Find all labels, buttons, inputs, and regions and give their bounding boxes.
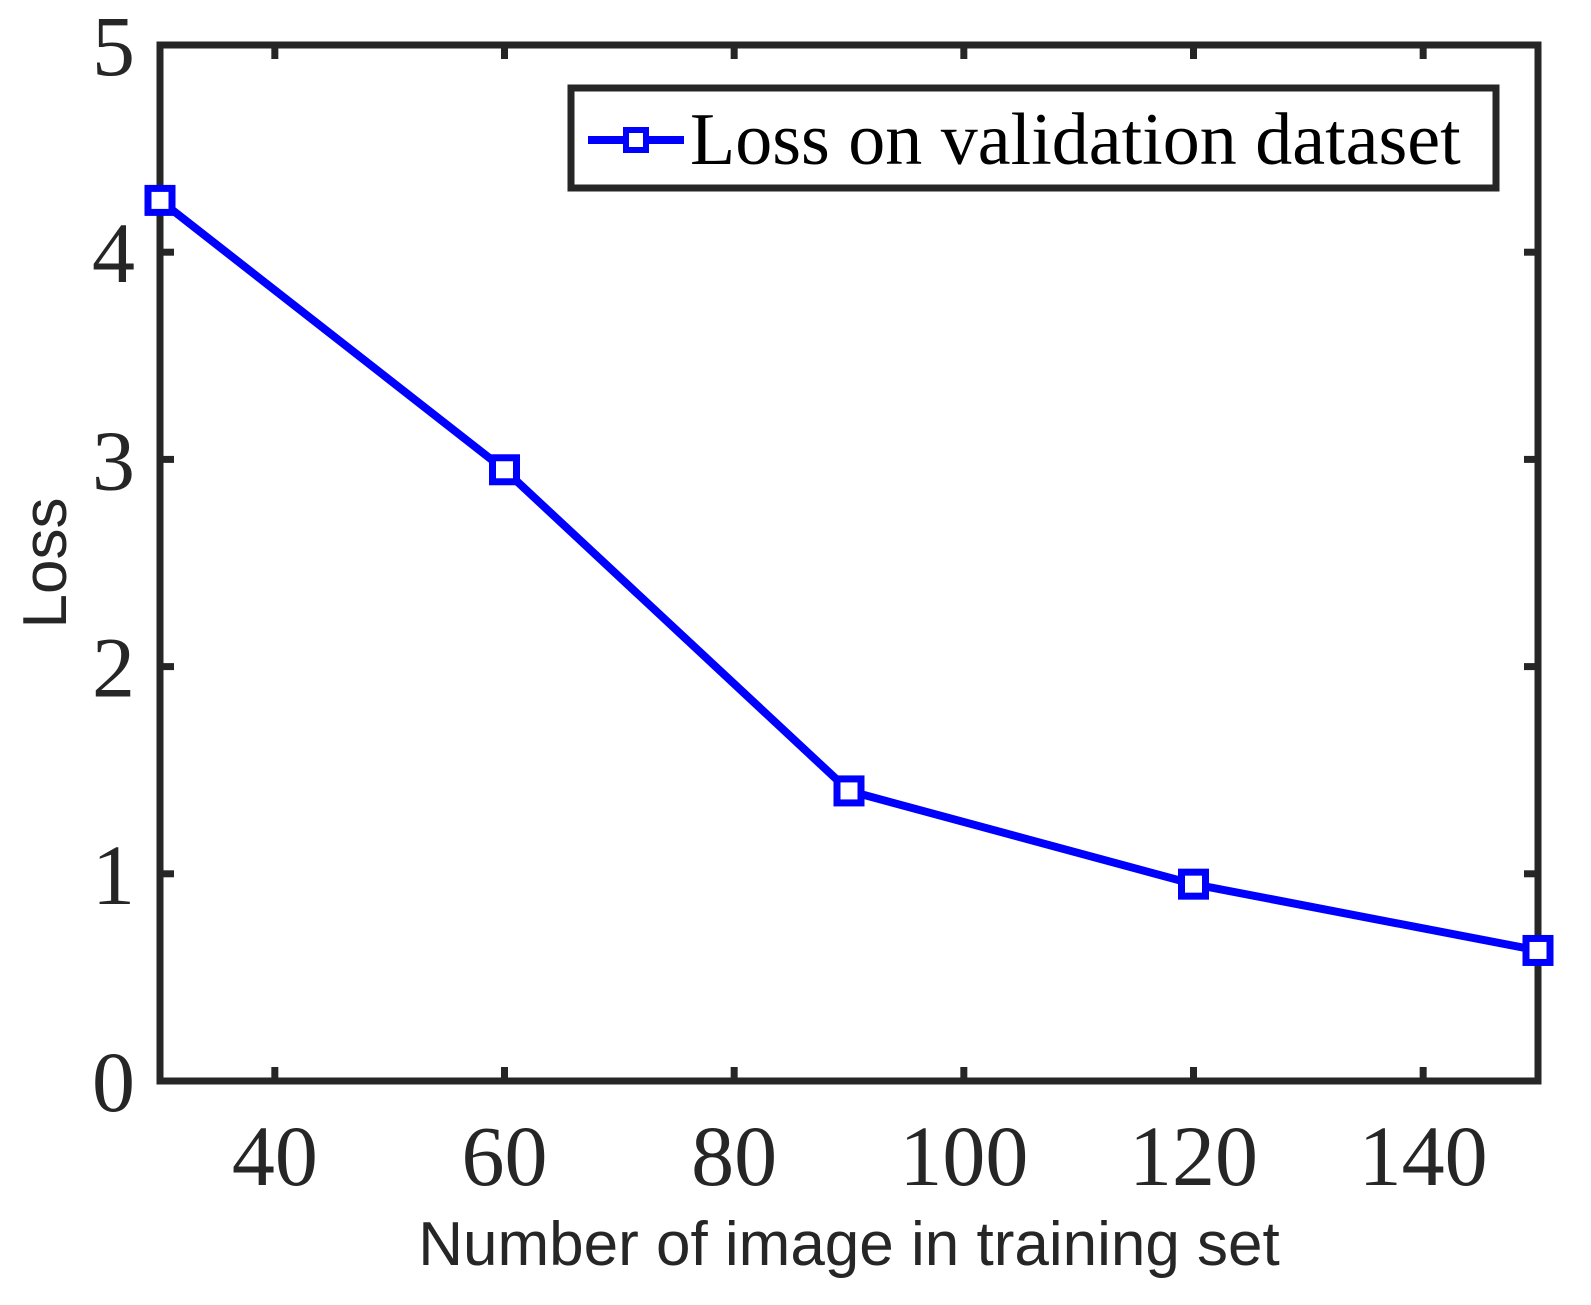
x-tick-label: 40 bbox=[232, 1108, 318, 1204]
x-tick-label: 60 bbox=[462, 1108, 548, 1204]
data-point-marker bbox=[833, 775, 865, 807]
series-layer bbox=[144, 184, 1554, 966]
y-tick-label: 1 bbox=[92, 827, 135, 923]
legend-box bbox=[567, 84, 1500, 192]
y-tick-label: 5 bbox=[92, 0, 135, 94]
x-tick-label: 80 bbox=[691, 1108, 777, 1204]
data-point-marker bbox=[489, 454, 520, 486]
legend-series-marker bbox=[623, 127, 649, 153]
y-tick-label: 0 bbox=[92, 1034, 135, 1130]
legend-label: Loss on validation dataset bbox=[690, 99, 1461, 181]
x-tick-label: 100 bbox=[899, 1108, 1028, 1204]
y-tick-label: 2 bbox=[92, 620, 135, 716]
x-tick-label: 140 bbox=[1359, 1108, 1488, 1204]
y-tick-label: 3 bbox=[92, 412, 135, 508]
legend: Loss on validation dataset bbox=[567, 84, 1500, 192]
x-tick-label: 120 bbox=[1129, 1108, 1258, 1204]
y-axis-title: Loss bbox=[11, 498, 80, 629]
y-tick-label: 4 bbox=[92, 205, 135, 301]
data-point-marker bbox=[1178, 868, 1209, 900]
data-point-marker bbox=[1522, 934, 1554, 966]
axis-ticks: 40 60 80 100 120 140 0 1 2 3 4 5 bbox=[92, 0, 1538, 1204]
data-point-marker bbox=[144, 184, 176, 216]
x-axis-title: Number of image in training set bbox=[418, 1210, 1280, 1279]
plot-area-frame bbox=[156, 41, 1542, 1085]
